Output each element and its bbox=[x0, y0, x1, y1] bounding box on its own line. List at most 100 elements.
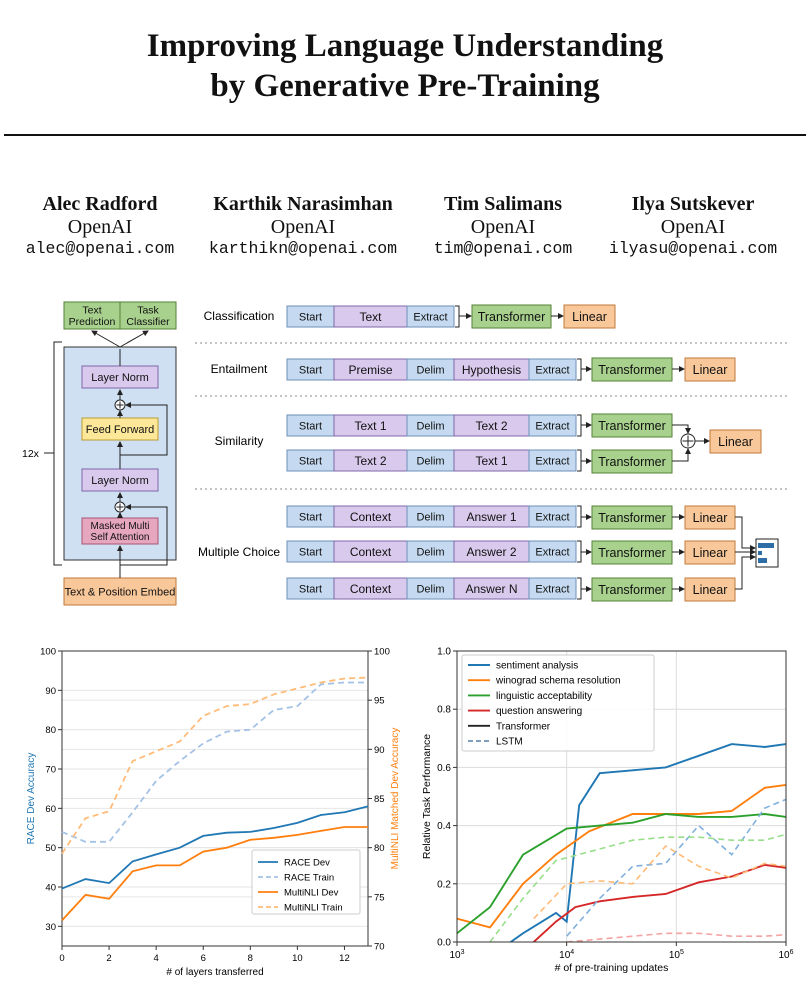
task-label-entailment: Entailment bbox=[211, 362, 268, 376]
y-axis-label: Relative Task Performance bbox=[421, 734, 433, 859]
author-name: Ilya Sutskever bbox=[631, 193, 755, 215]
legend-label: Transformer bbox=[496, 721, 551, 732]
box-label: Transformer bbox=[478, 310, 546, 324]
box-label: Answer 1 bbox=[466, 510, 516, 524]
transformer-box: Transformer bbox=[471, 304, 552, 329]
x-axis-label: # of layers transferred bbox=[166, 967, 263, 978]
layers-transferred-chart: 0 2 4 6 8 10 12 30 40 50 60 70 80 90 100 70 75 80 85 90 95 10… bbox=[26, 647, 401, 979]
y-right-tick-label: 70 bbox=[374, 942, 385, 953]
box-label: Text 1 bbox=[354, 419, 386, 433]
x-tick-label: 2 bbox=[106, 953, 111, 964]
legend-label: RACE Train bbox=[284, 873, 334, 884]
legend-label: sentiment analysis bbox=[496, 661, 578, 672]
token-box: Start bbox=[286, 577, 335, 600]
token-box: Extract bbox=[528, 449, 577, 472]
token-box: Start bbox=[286, 358, 335, 381]
legend-label: MultiNLI Dev bbox=[284, 888, 339, 899]
connector bbox=[672, 448, 691, 462]
y-tick-label: 0.2 bbox=[437, 879, 451, 890]
connector bbox=[119, 330, 149, 348]
box-label: Start bbox=[299, 583, 322, 595]
softmax-bar bbox=[758, 558, 767, 563]
box-label: Extract bbox=[535, 583, 569, 595]
box-label: Text bbox=[82, 305, 101, 317]
author-affiliation: OpenAI bbox=[470, 216, 536, 238]
connector bbox=[577, 577, 582, 600]
author-name: Tim Salimans bbox=[444, 193, 562, 215]
author-email: alec@openai.com bbox=[25, 239, 175, 258]
box-label: Linear bbox=[693, 363, 728, 377]
layer-norm-top-box: Layer Norm bbox=[81, 365, 159, 389]
author-name: Karthik Narasimhan bbox=[213, 193, 393, 215]
token-box: Text 2 bbox=[453, 414, 530, 437]
transformer-box: Transformer bbox=[591, 540, 673, 565]
box-label: Start bbox=[299, 420, 322, 432]
token-box-bg bbox=[528, 449, 577, 472]
series-line bbox=[566, 932, 786, 942]
box-label: Prediction bbox=[69, 316, 116, 328]
box-label: Text 2 bbox=[354, 454, 386, 468]
token-box: Start bbox=[286, 305, 335, 328]
layer-norm-bottom-box: Layer Norm bbox=[81, 468, 159, 492]
box-label: Classifier bbox=[126, 316, 170, 328]
author-affiliation: OpenAI bbox=[660, 216, 726, 238]
connector bbox=[735, 516, 756, 551]
token-box: Text 1 bbox=[333, 414, 408, 437]
token-box-bg bbox=[528, 540, 577, 563]
y-tick-label: 0.6 bbox=[437, 763, 451, 774]
masked-self-attention-box-bg bbox=[81, 517, 159, 545]
y-right-tick-label: 100 bbox=[374, 647, 390, 658]
task-label-classification: Classification bbox=[204, 309, 275, 323]
x-tick-label: 6 bbox=[201, 953, 206, 964]
y-axis-label: RACE Dev Accuracy bbox=[26, 753, 37, 845]
y-right-tick-label: 95 bbox=[374, 696, 385, 707]
legend-frame bbox=[251, 849, 361, 915]
text-prediction-box-bg bbox=[63, 301, 121, 330]
author-block: Tim Salimans OpenAI tim@openai.com bbox=[418, 192, 588, 260]
box-label: Context bbox=[350, 545, 392, 559]
box-label: Delim bbox=[416, 583, 444, 595]
token-box: Start bbox=[286, 449, 335, 472]
token-box: Start bbox=[286, 414, 335, 437]
series-line bbox=[61, 826, 368, 922]
softmax-icon bbox=[755, 538, 779, 568]
add-icon bbox=[680, 433, 696, 449]
box-label: Feed Forward bbox=[86, 424, 154, 436]
add-icon bbox=[114, 501, 126, 513]
task-classifier-box-bg bbox=[119, 301, 177, 330]
box-label: Premise bbox=[348, 363, 392, 377]
box-label: Delim bbox=[416, 420, 444, 432]
box-label: Start bbox=[299, 311, 322, 323]
box-label: Answer 2 bbox=[466, 545, 516, 559]
transformer-box: Transformer bbox=[591, 577, 673, 602]
token-box: Premise bbox=[333, 358, 408, 381]
y-right-tick-label: 80 bbox=[374, 843, 385, 854]
author-block: Ilya Sutskever OpenAI ilyasu@openai.com bbox=[596, 192, 790, 260]
author-email: tim@openai.com bbox=[433, 239, 573, 258]
y-tick-label: 0.8 bbox=[437, 705, 451, 716]
legend-frame bbox=[461, 654, 655, 752]
legend-label: winograd schema resolution bbox=[495, 676, 621, 687]
token-box: Delim bbox=[406, 414, 455, 437]
box-label: Text & Position Embed bbox=[65, 586, 176, 598]
title-line-1: Improving Language Understanding bbox=[146, 28, 664, 64]
box-label: Extract bbox=[535, 511, 569, 523]
token-box-bg bbox=[528, 358, 577, 381]
linear-box-bg bbox=[709, 429, 762, 454]
series-line bbox=[489, 833, 786, 942]
series-line bbox=[61, 681, 368, 843]
linear-box: Linear bbox=[684, 357, 736, 382]
token-box: Answer N bbox=[453, 577, 530, 600]
series-line bbox=[533, 863, 786, 942]
box-label: Hypothesis bbox=[462, 363, 521, 377]
connector bbox=[577, 414, 582, 437]
repeat-label: 12x bbox=[22, 448, 40, 460]
box-label: Transformer bbox=[598, 511, 666, 525]
linear-box: Linear bbox=[684, 540, 736, 565]
title-rule bbox=[4, 134, 806, 136]
y-right-tick-label: 75 bbox=[374, 892, 385, 903]
token-box-bg bbox=[528, 414, 577, 437]
author-name: Alec Radford bbox=[42, 193, 158, 215]
